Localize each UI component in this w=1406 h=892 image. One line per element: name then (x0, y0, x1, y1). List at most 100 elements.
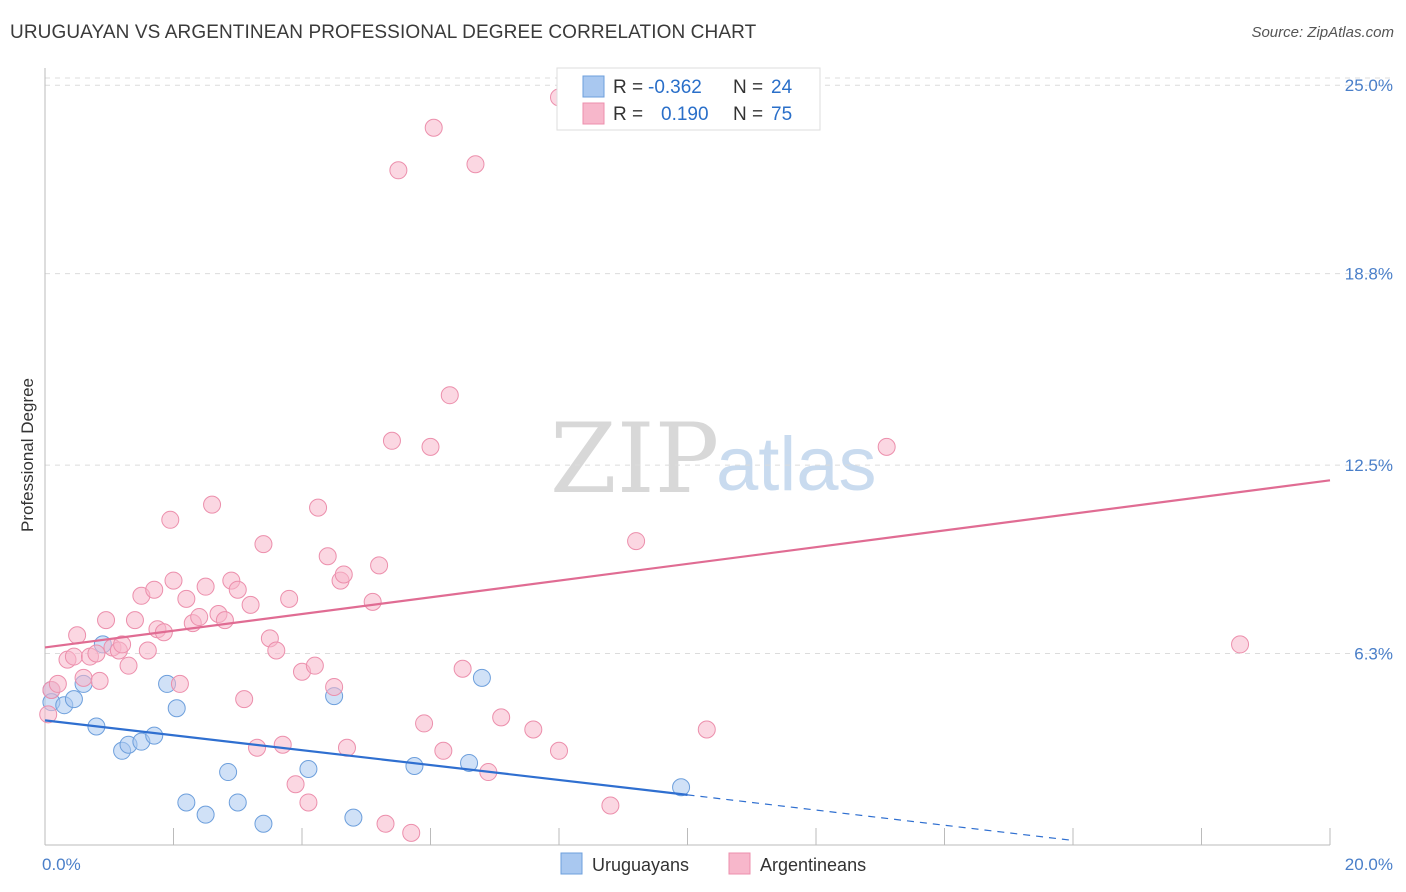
legend-r-label-argentineans: R = (613, 104, 643, 125)
point-argentineans (466, 155, 485, 174)
point-argentineans (370, 556, 389, 575)
source-credit: Source: ZipAtlas.com (1251, 24, 1394, 41)
point-argentineans (280, 589, 299, 608)
point-argentineans (440, 386, 459, 405)
point-argentineans (325, 677, 344, 696)
point-argentineans (453, 659, 472, 678)
bottom-legend-swatch-uruguayans (560, 852, 583, 875)
watermark-atlas: atlas (716, 422, 877, 507)
point-uruguayans (405, 756, 424, 775)
point-argentineans (161, 510, 180, 529)
point-argentineans (39, 705, 58, 724)
bottom-legend-label-argentineans: Argentineans (760, 855, 866, 875)
point-uruguayans (472, 668, 491, 687)
point-uruguayans (64, 690, 83, 709)
point-argentineans (254, 535, 273, 554)
point-argentineans (402, 823, 421, 842)
point-uruguayans (672, 778, 691, 797)
point-uruguayans (219, 763, 238, 782)
point-argentineans (215, 611, 234, 630)
point-argentineans (601, 796, 620, 815)
trend-line-uruguayans (44, 719, 688, 796)
point-argentineans (267, 641, 286, 660)
legend-n-label-argentineans: N = (733, 104, 763, 125)
chart-title: URUGUAYAN VS ARGENTINEAN PROFESSIONAL DE… (10, 22, 757, 43)
point-argentineans (97, 611, 116, 630)
trend-lines (44, 479, 1331, 842)
y-tick-label: 18.8% (1345, 265, 1393, 284)
point-argentineans (170, 674, 189, 693)
point-argentineans (877, 437, 896, 456)
legend-n-value-argentineans: 75 (771, 104, 792, 125)
point-argentineans (382, 431, 401, 450)
x-tick-labels: 0.0% 20.0% (42, 855, 1393, 874)
point-argentineans (424, 118, 443, 137)
legend-n-value-uruguayans: 24 (771, 77, 793, 98)
watermark: ZIP atlas (550, 403, 877, 515)
point-argentineans (177, 589, 196, 608)
watermark-zip: ZIP (550, 403, 719, 515)
point-argentineans (524, 720, 543, 739)
point-argentineans (196, 577, 215, 596)
y-tick-label: 12.5% (1345, 456, 1393, 475)
point-argentineans (376, 814, 395, 833)
point-uruguayans (344, 808, 363, 827)
point-uruguayans (177, 793, 196, 812)
point-argentineans (164, 571, 183, 590)
legend-n-label-uruguayans: N = (733, 77, 763, 98)
point-argentineans (318, 547, 337, 566)
point-argentineans (415, 714, 434, 733)
legend-r-label-uruguayans: R = (613, 77, 643, 98)
point-argentineans (492, 708, 511, 727)
point-argentineans (334, 565, 353, 584)
bottom-legend: Uruguayans Argentineans (560, 852, 866, 875)
y-axis-label: Professional Degree (18, 378, 37, 532)
point-argentineans (119, 656, 138, 675)
point-argentineans (145, 580, 164, 599)
y-tick-labels: 6.3% 12.5% 18.8% 25.0% (1345, 76, 1393, 663)
point-argentineans (363, 592, 382, 611)
legend-swatch-uruguayans (582, 75, 605, 98)
point-argentineans (125, 611, 144, 630)
point-argentineans (389, 161, 408, 180)
point-argentineans (1231, 635, 1250, 654)
point-argentineans (273, 735, 292, 754)
trend-extension-uruguayans (687, 794, 1074, 842)
point-argentineans (241, 595, 260, 614)
point-argentineans (248, 738, 267, 757)
point-argentineans (68, 626, 87, 645)
x-tick-label: 0.0% (42, 855, 81, 874)
point-argentineans (203, 495, 222, 514)
legend-r-value-argentineans: 0.190 (661, 104, 709, 125)
point-argentineans (190, 608, 209, 627)
trend-line-argentineans (44, 479, 1331, 649)
point-argentineans (627, 532, 646, 551)
data-points (39, 88, 1250, 842)
point-argentineans (138, 641, 157, 660)
point-uruguayans (167, 699, 186, 718)
point-argentineans (87, 644, 106, 663)
point-uruguayans (196, 805, 215, 824)
point-argentineans (48, 674, 67, 693)
point-argentineans (421, 437, 440, 456)
point-argentineans (74, 668, 93, 687)
point-argentineans (434, 741, 453, 760)
bottom-legend-swatch-argentineans (728, 852, 751, 875)
point-argentineans (299, 793, 318, 812)
top-legend: R = -0.362 N = 24 R = 0.190 N = 75 (556, 67, 821, 131)
y-tick-label: 25.0% (1345, 76, 1393, 95)
point-uruguayans (228, 793, 247, 812)
point-argentineans (286, 775, 305, 794)
point-argentineans (550, 741, 568, 760)
legend-r-value-uruguayans: -0.362 (648, 77, 702, 98)
point-argentineans (697, 720, 716, 739)
point-uruguayans (254, 814, 273, 833)
point-argentineans (113, 635, 132, 654)
point-argentineans (305, 656, 324, 675)
bottom-legend-label-uruguayans: Uruguayans (592, 855, 689, 875)
gridlines (45, 77, 1395, 655)
point-argentineans (228, 580, 247, 599)
point-argentineans (309, 498, 328, 517)
x-tick-label: 20.0% (1345, 855, 1393, 874)
